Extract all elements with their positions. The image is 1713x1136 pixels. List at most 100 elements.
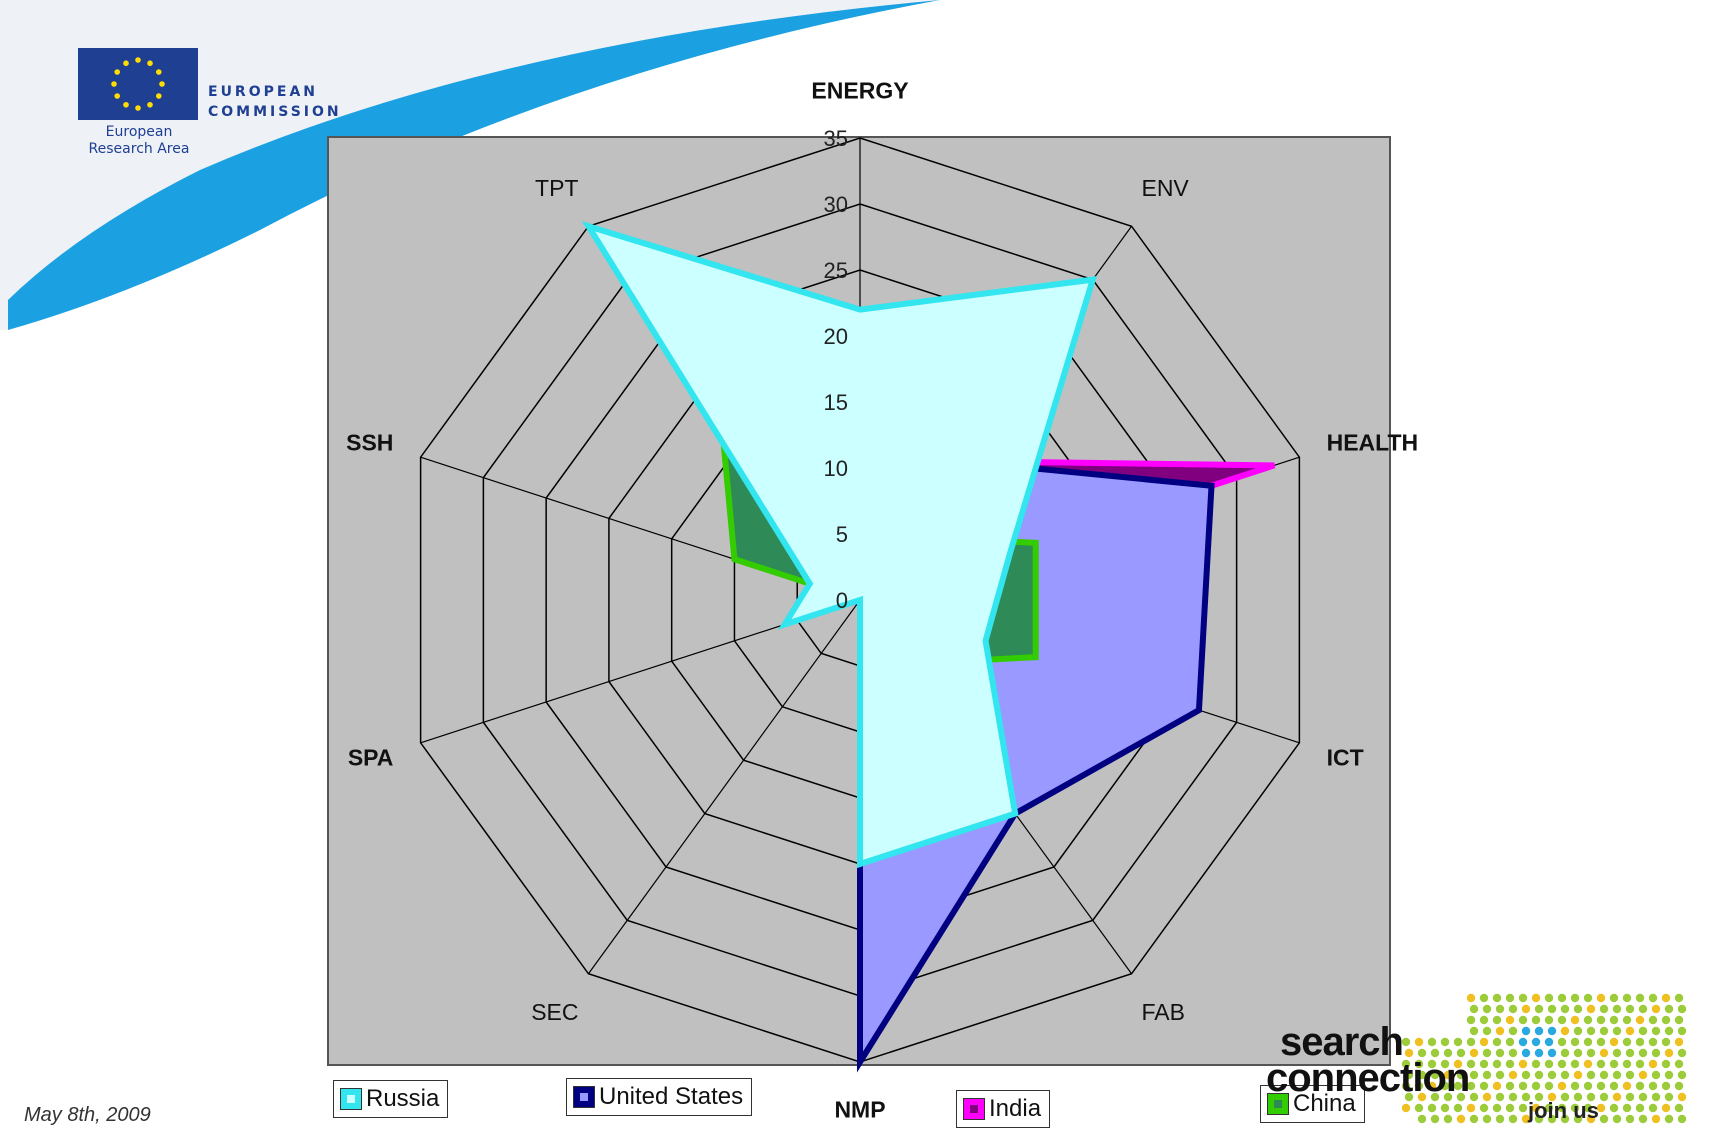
dot	[1495, 1092, 1505, 1102]
dot	[1456, 1092, 1466, 1102]
dot	[1557, 1103, 1567, 1113]
dot	[1622, 1037, 1632, 1047]
dot	[1622, 1059, 1632, 1069]
axis-labels: ENERGY ENV HEALTH ICT FAB NMP SEC SPA SSH TPT	[346, 77, 1418, 1122]
dot	[1521, 1114, 1531, 1124]
dot	[1479, 1103, 1489, 1113]
legend-label: India	[989, 1095, 1042, 1122]
header-swoosh	[0, 0, 940, 330]
axis-label-sec: SEC	[531, 999, 578, 1025]
dot	[1453, 1103, 1463, 1113]
dot	[1596, 993, 1606, 1003]
dot	[1557, 1037, 1567, 1047]
dot	[1456, 1048, 1466, 1058]
tick-label: 15	[824, 390, 848, 415]
axis-label-fab: FAB	[1141, 999, 1184, 1025]
dot	[1479, 1081, 1489, 1091]
dot	[1583, 1081, 1593, 1091]
dot	[1557, 993, 1567, 1003]
dot	[1661, 1015, 1671, 1025]
dot	[1661, 1081, 1671, 1091]
dot	[1531, 993, 1541, 1003]
dot	[1430, 1092, 1440, 1102]
dot	[1518, 1081, 1528, 1091]
dot	[1583, 993, 1593, 1003]
dot	[1414, 1059, 1424, 1069]
dot	[1583, 1015, 1593, 1025]
dot	[1453, 1037, 1463, 1047]
dot	[1482, 1092, 1492, 1102]
dot	[1635, 1037, 1645, 1047]
dot	[1648, 1037, 1658, 1047]
dot	[1430, 1048, 1440, 1058]
dot	[1651, 1092, 1661, 1102]
dot	[1508, 1048, 1518, 1058]
axis-label-energy: ENERGY	[811, 77, 908, 103]
dot	[1508, 1070, 1518, 1080]
axis-label-ict: ICT	[1327, 744, 1364, 770]
legend-item-russia: Russia	[333, 1080, 449, 1118]
dot	[1674, 1059, 1684, 1069]
dot	[1674, 993, 1684, 1003]
dot	[1638, 1004, 1648, 1014]
tick-label: 20	[824, 324, 848, 349]
dot	[1596, 1081, 1606, 1091]
research-connection-logo: search connection join us	[1266, 990, 1713, 1136]
dot	[1648, 1081, 1658, 1091]
dot	[1482, 1048, 1492, 1058]
dot	[1651, 1048, 1661, 1058]
dot	[1466, 1037, 1476, 1047]
dot	[1544, 1037, 1554, 1047]
radar-series	[581, 221, 1276, 1073]
dot	[1466, 1015, 1476, 1025]
star-icon	[135, 105, 141, 111]
dot	[1664, 1092, 1674, 1102]
legend-swatch	[963, 1098, 985, 1120]
dot	[1625, 1004, 1635, 1014]
dot	[1479, 1037, 1489, 1047]
dot	[1521, 1004, 1531, 1014]
dot	[1417, 1048, 1427, 1058]
dot	[1482, 1026, 1492, 1036]
dot	[1531, 1103, 1541, 1113]
dot	[1518, 1103, 1528, 1113]
dot	[1492, 1081, 1502, 1091]
dot	[1492, 1103, 1502, 1113]
era-line2: Research Area	[88, 141, 190, 157]
dot	[1661, 1059, 1671, 1069]
dot	[1534, 1070, 1544, 1080]
logo-text-connection: connection	[1266, 1056, 1470, 1100]
dot	[1518, 993, 1528, 1003]
star-icon	[135, 57, 141, 63]
dot	[1638, 1048, 1648, 1058]
dot	[1401, 1037, 1411, 1047]
dot	[1661, 1103, 1671, 1113]
dot	[1599, 1048, 1609, 1058]
dot	[1560, 1092, 1570, 1102]
org-line1: EUROPEAN	[208, 84, 318, 100]
dot	[1648, 993, 1658, 1003]
dot	[1664, 1114, 1674, 1124]
dot	[1612, 1004, 1622, 1014]
legend-swatch	[340, 1088, 362, 1110]
dot	[1612, 1048, 1622, 1058]
dot	[1521, 1026, 1531, 1036]
dot	[1469, 1070, 1479, 1080]
dot	[1560, 1048, 1570, 1058]
tick-label: 0	[836, 588, 848, 613]
dot	[1638, 1092, 1648, 1102]
dot	[1560, 1070, 1570, 1080]
dot	[1466, 1081, 1476, 1091]
tick-label: 30	[824, 192, 848, 217]
star-icon	[111, 81, 117, 87]
dot	[1570, 1015, 1580, 1025]
dot	[1599, 1114, 1609, 1124]
dot	[1661, 993, 1671, 1003]
dot	[1401, 1103, 1411, 1113]
dot	[1469, 1048, 1479, 1058]
dot	[1638, 1026, 1648, 1036]
dot	[1479, 993, 1489, 1003]
dot	[1453, 1081, 1463, 1091]
dot	[1482, 1004, 1492, 1014]
